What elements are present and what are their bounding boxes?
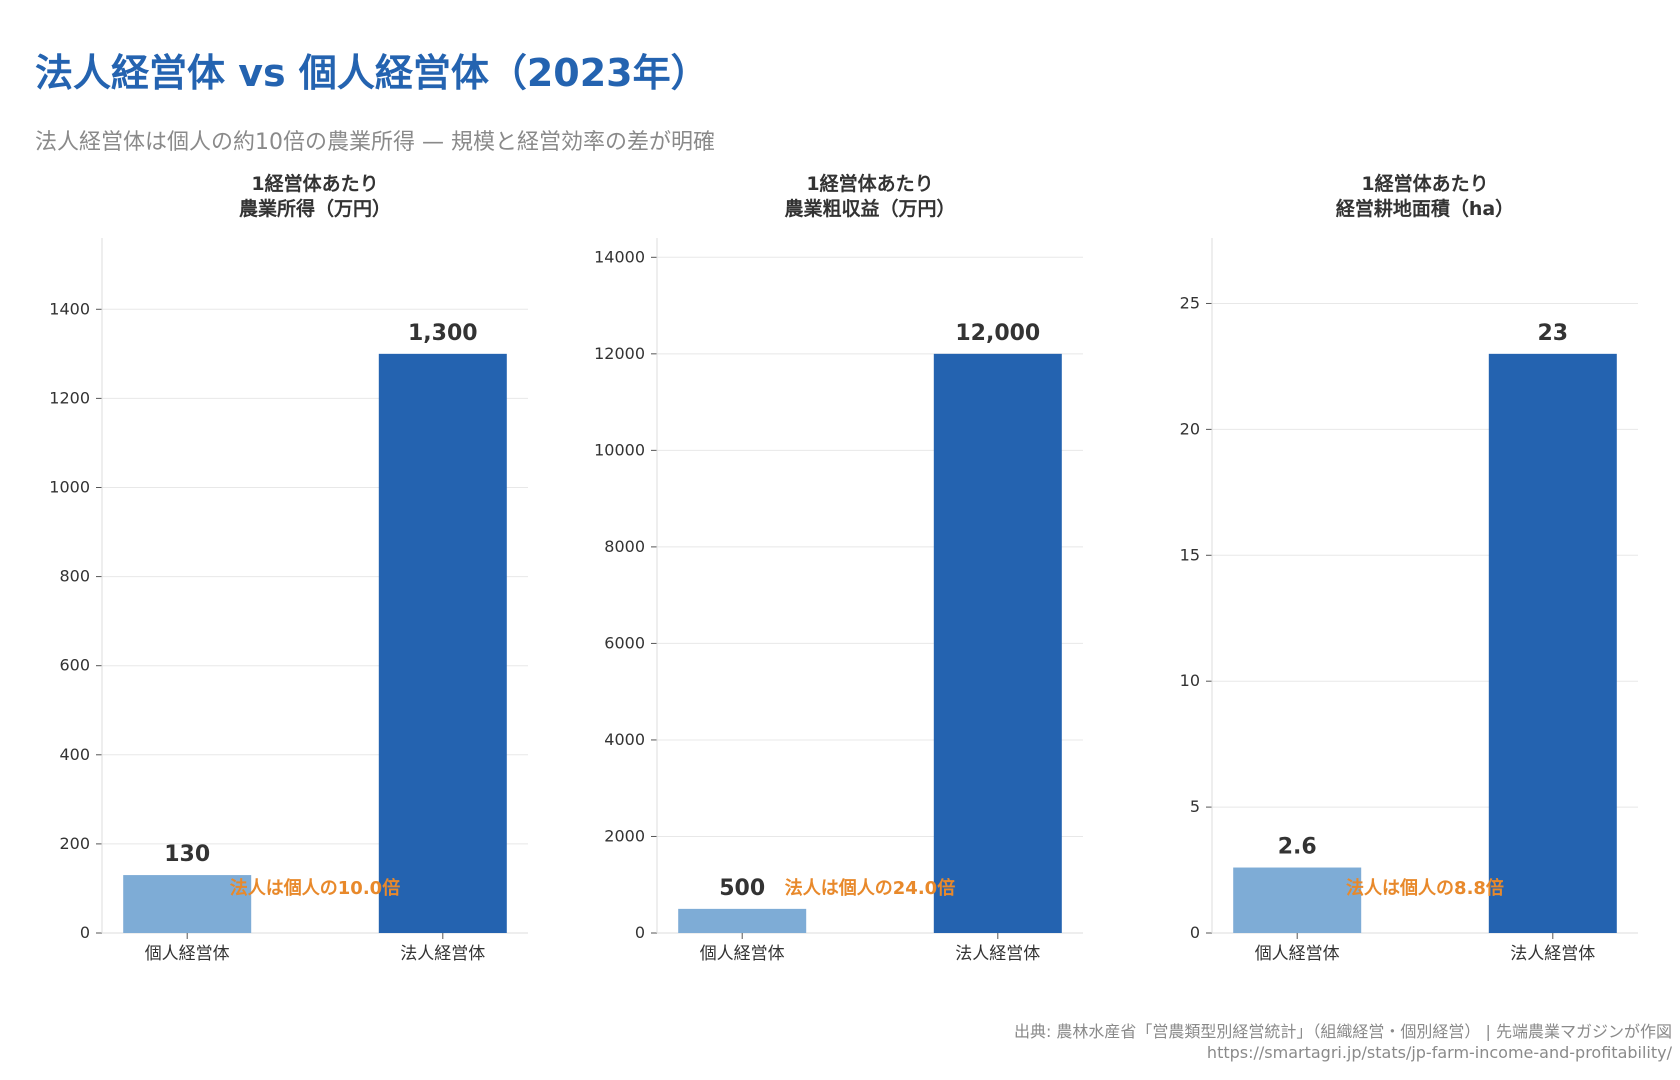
ratio-annotation: 法人は個人の8.8倍 [1346, 877, 1504, 899]
y-tick-label: 2000 [604, 826, 645, 845]
x-tick-label: 法人経営体 [400, 944, 485, 964]
chart-title-line: 1経営体あたり [1361, 172, 1488, 195]
bar-individual [678, 908, 807, 933]
y-tick-label: 4000 [604, 730, 645, 749]
data-label: 2.6 [1278, 835, 1317, 860]
y-tick-label: 1000 [49, 477, 90, 496]
bar-individual [123, 875, 252, 933]
x-tick-label: 個人経営体 [700, 944, 785, 964]
page-subtitle: 法人経営体は個人の約10倍の農業所得 — 規模と経営効率の差が明確 [35, 130, 715, 155]
y-tick-label: 1200 [49, 388, 90, 407]
chart-title-line: 農業粗収益（万円） [784, 197, 955, 220]
y-tick-label: 400 [59, 745, 90, 764]
x-tick-label: 法人経営体 [1510, 944, 1595, 964]
ratio-annotation: 法人は個人の24.0倍 [785, 877, 955, 899]
y-tick-label: 8000 [604, 537, 645, 556]
y-tick-label: 5 [1190, 797, 1200, 816]
y-tick-label: 10000 [594, 440, 645, 459]
y-tick-label: 10 [1180, 671, 1200, 690]
ratio-annotation: 法人は個人の10.0倍 [230, 877, 400, 899]
y-tick-label: 1400 [49, 299, 90, 318]
bar-individual [1233, 867, 1362, 933]
page-title: 法人経営体 vs 個人経営体（2023年） [35, 51, 709, 95]
x-tick-label: 個人経営体 [1255, 944, 1340, 964]
chart-title-line: 1経営体あたり [251, 172, 378, 195]
y-tick-label: 600 [59, 656, 90, 675]
data-label: 1,300 [408, 321, 478, 346]
data-label: 500 [719, 876, 765, 901]
bar-corporate [1488, 353, 1617, 933]
data-label: 23 [1537, 321, 1568, 346]
y-tick-label: 0 [635, 923, 645, 942]
y-tick-label: 25 [1180, 293, 1200, 312]
bar-corporate [378, 353, 507, 933]
chart-title-line: 経営耕地面積（ha） [1336, 197, 1514, 220]
y-tick-label: 0 [80, 923, 90, 942]
x-tick-label: 個人経営体 [145, 944, 230, 964]
y-tick-label: 15 [1180, 545, 1200, 564]
bar-corporate [933, 353, 1062, 933]
y-tick-label: 800 [59, 567, 90, 586]
y-tick-label: 12000 [594, 344, 645, 363]
data-label: 130 [164, 842, 210, 867]
chart-title-line: 農業所得（万円） [239, 197, 391, 220]
y-tick-label: 200 [59, 834, 90, 853]
y-tick-label: 6000 [604, 633, 645, 652]
chart-title-line: 1経営体あたり [806, 172, 933, 195]
x-tick-label: 法人経営体 [955, 944, 1040, 964]
source-url: https://smartagri.jp/stats/jp-farm-incom… [1206, 1043, 1672, 1062]
y-tick-label: 20 [1180, 419, 1200, 438]
y-tick-label: 0 [1190, 923, 1200, 942]
y-tick-label: 14000 [594, 247, 645, 266]
source-note: 出典: 農林水産省「営農類型別経営統計」（組織経営・個別経営） | 先端農業マガ… [1013, 1022, 1672, 1041]
data-label: 12,000 [955, 321, 1040, 346]
